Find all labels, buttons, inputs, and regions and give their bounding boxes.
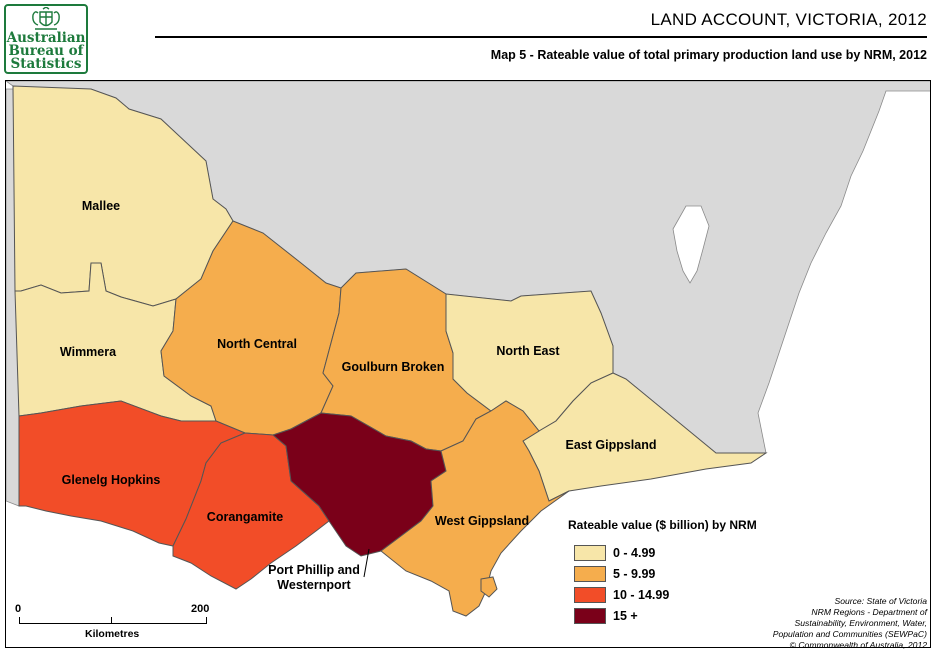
legend-label: 10 - 14.99: [613, 587, 670, 602]
scale-bar: 0 200 Kilometres: [15, 603, 215, 640]
legend-item: 10 - 14.99: [568, 584, 778, 605]
label-north-central: North Central: [217, 337, 297, 351]
abs-logo: Australian Bureau of Statistics: [4, 4, 88, 74]
scale-tick: [206, 617, 207, 624]
page-title: LAND ACCOUNT, VICTORIA, 2012: [650, 10, 927, 29]
logo-line-2: Bureau of: [8, 43, 84, 59]
island-feature: [480, 576, 498, 598]
label-wimmera: Wimmera: [60, 345, 117, 359]
label-port-phillip-line-1: Port Phillip and: [268, 563, 360, 577]
port-phillip-leader: [363, 548, 370, 578]
legend-item: 5 - 9.99: [568, 563, 778, 584]
source-line: Sustainability, Environment, Water,: [794, 618, 927, 628]
legend-title: Rateable value ($ billion) by NRM: [568, 518, 757, 532]
scale-unit-label: Kilometres: [85, 628, 140, 640]
legend-label: 5 - 9.99: [613, 566, 656, 581]
region-west-gippsland: [380, 400, 570, 617]
label-north-east: North East: [496, 344, 560, 358]
scale-end-label: 200: [191, 603, 210, 615]
legend-swatch: [574, 586, 606, 603]
legend-swatch: [574, 607, 606, 624]
map-title: Map 5 - Rateable value of total primary …: [490, 48, 927, 62]
label-goulburn-broken: Goulburn Broken: [342, 360, 445, 374]
label-mallee: Mallee: [82, 199, 120, 213]
scale-start-label: 0: [15, 603, 22, 615]
label-glenelg-hopkins: Glenelg Hopkins: [62, 473, 161, 487]
label-west-gippsland: West Gippsland: [435, 514, 529, 528]
legend-item: 0 - 4.99: [568, 542, 778, 563]
coat-of-arms-icon: [32, 7, 60, 30]
source-line: NRM Regions - Department of: [811, 607, 927, 617]
label-port-phillip-westernport: Port Phillip and Westernport: [266, 563, 362, 593]
label-east-gippsland: East Gippsland: [566, 438, 657, 452]
source-line: Source: State of Victoria: [834, 596, 927, 606]
scale-line: [19, 623, 207, 624]
header-divider: [155, 36, 927, 38]
legend-label: 15 +: [613, 608, 638, 623]
scale-tick: [19, 617, 20, 624]
scale-tick: [111, 617, 112, 624]
logo-line-1: Australian: [6, 30, 86, 46]
victoria-nrm-map: Mallee Wimmera North Central Goulburn Br…: [6, 81, 930, 617]
legend-swatch: [574, 544, 606, 561]
source-line: Population and Communities (SEWPaC): [772, 629, 927, 639]
legend-item: 15 +: [568, 605, 778, 626]
label-corangamite: Corangamite: [207, 510, 283, 524]
legend-swatch: [574, 565, 606, 582]
legend-label: 0 - 4.99: [613, 545, 656, 560]
source-line: © Commonwealth of Australia, 2012: [789, 640, 927, 650]
source-note: Source: State of Victoria NRM Regions - …: [773, 596, 927, 651]
legend: Rateable value ($ billion) by NRM 0 - 4.…: [568, 518, 778, 626]
lake-feature: [672, 205, 710, 284]
map-frame: Mallee Wimmera North Central Goulburn Br…: [5, 80, 931, 648]
label-port-phillip-line-2: Westernport: [277, 578, 351, 592]
logo-line-3: Statistics: [10, 56, 82, 72]
